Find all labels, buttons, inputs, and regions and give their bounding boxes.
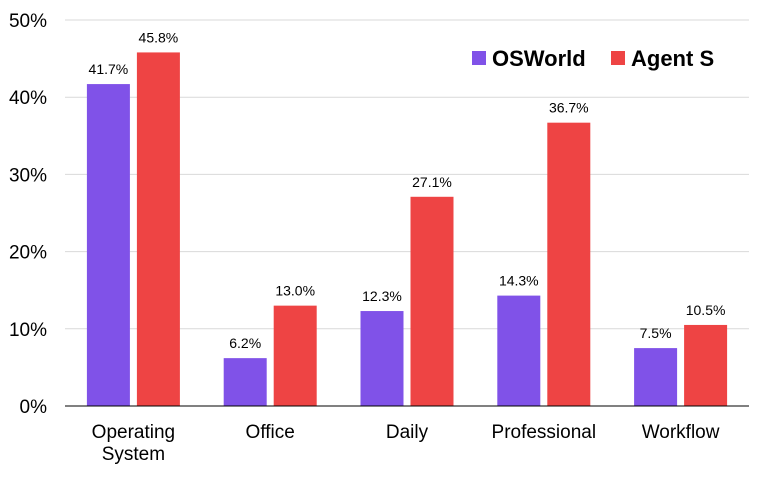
y-tick-label: 50% <box>9 11 47 32</box>
y-tick-label: 30% <box>9 165 47 186</box>
bar-agent-s <box>684 324 728 406</box>
y-axis-ticks: 0% 10% 20% 30% 40% 50% <box>9 11 47 418</box>
y-tick-label: 40% <box>9 88 47 109</box>
bar-osworld <box>497 295 541 406</box>
data-label: 7.5% <box>640 325 672 341</box>
bars <box>86 52 728 407</box>
bar-agent-s <box>547 122 591 407</box>
data-label: 36.7% <box>549 100 589 116</box>
y-tick-label: 20% <box>9 243 47 264</box>
bar-osworld <box>360 311 404 406</box>
x-axis-categories: Operating System Office Daily Professional Wo… <box>92 422 720 465</box>
y-tick-label: 0% <box>20 397 48 418</box>
x-category-label: Daily <box>386 422 429 443</box>
data-label: 41.7% <box>89 61 129 77</box>
bar-agent-s <box>410 196 454 406</box>
legend-swatch <box>472 51 486 65</box>
data-label: 45.8% <box>139 29 179 45</box>
bar-osworld <box>223 358 267 406</box>
legend-label: Agent S <box>631 46 714 71</box>
bar-agent-s <box>273 305 317 406</box>
x-category-label: Professional <box>492 422 597 443</box>
x-category-label: Office <box>246 422 295 443</box>
data-label: 14.3% <box>499 273 539 289</box>
bar-osworld <box>86 84 130 407</box>
bar-agent-s <box>136 52 180 406</box>
data-label: 13.0% <box>275 283 315 299</box>
data-label: 10.5% <box>686 302 726 318</box>
bar-osworld <box>634 348 678 406</box>
x-category-label: Operating System <box>92 422 175 465</box>
legend-label: OSWorld <box>492 46 586 71</box>
legend-swatch <box>611 51 625 65</box>
legend: OSWorld Agent S <box>472 46 714 71</box>
data-label: 6.2% <box>229 335 261 351</box>
x-category-label: Workflow <box>642 422 720 443</box>
data-label: 12.3% <box>362 288 402 304</box>
y-tick-label: 10% <box>9 320 47 341</box>
data-labels: 41.7% 45.8% 6.2% 13.0% 12.3% 27.1% 14.3% 36.7% 7… <box>89 29 726 351</box>
data-label: 27.1% <box>412 174 452 190</box>
